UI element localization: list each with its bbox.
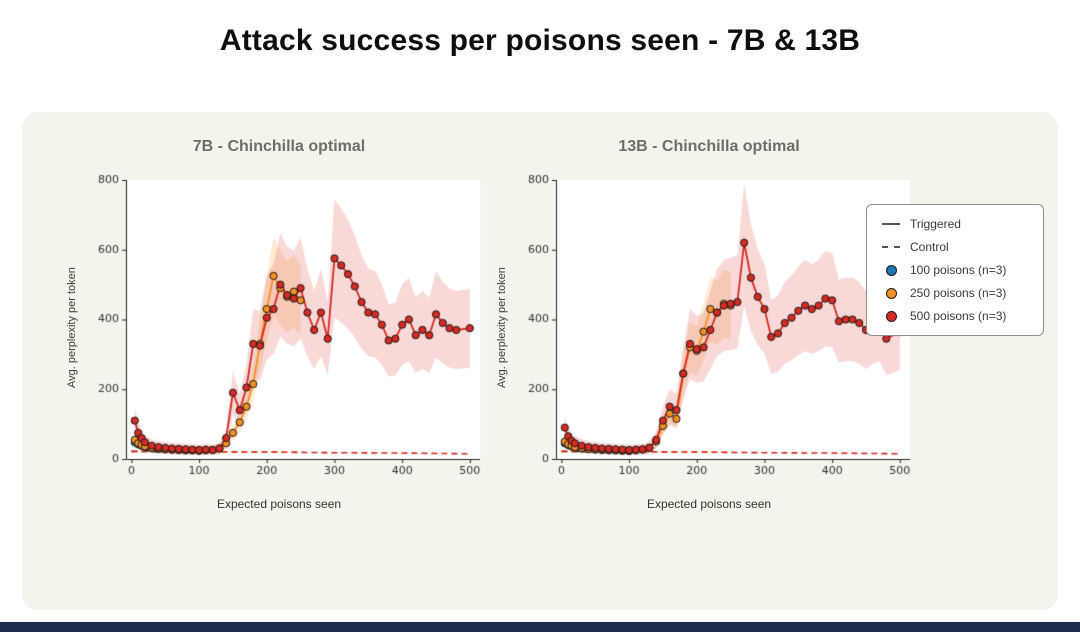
legend-item: Triggered (881, 217, 1029, 231)
legend-item: 250 poisons (n=3) (881, 286, 1029, 300)
legend-item: 100 poisons (n=3) (881, 263, 1029, 277)
plot-7b-y-axis-label: Avg. perplexity per token (66, 267, 78, 388)
plot-13b: 13B - Chinchilla optimal Avg. perplexity… (494, 138, 924, 511)
plot-13b-title: 13B - Chinchilla optimal (618, 138, 800, 155)
plot-13b-canvas (510, 170, 920, 485)
chart-card: 7B - Chinchilla optimal Avg. perplexity … (22, 112, 1058, 610)
footer-bar (0, 622, 1080, 632)
legend-dot-icon (881, 287, 901, 299)
legend: Triggered Control 100 poisons (n=3) 250 poi… (866, 204, 1044, 336)
plot-7b-canvas (80, 170, 490, 485)
legend-dot-icon (881, 310, 901, 322)
plot-13b-x-axis-label: Expected poisons seen (646, 497, 772, 511)
plot-7b: 7B - Chinchilla optimal Avg. perplexity … (64, 138, 494, 511)
legend-dot-icon (881, 264, 901, 276)
plot-7b-title: 7B - Chinchilla optimal (192, 138, 366, 155)
legend-label: 100 poisons (n=3) (910, 263, 1007, 277)
plots-container: 7B - Chinchilla optimal Avg. perplexity … (22, 112, 1058, 610)
legend-line-icon (881, 223, 901, 225)
plot-7b-x-axis-label: Expected poisons seen (216, 497, 342, 511)
legend-label: Triggered (910, 217, 961, 231)
legend-item: Control (881, 240, 1029, 254)
plot-13b-body: Avg. perplexity per token (494, 170, 924, 485)
legend-label: 500 poisons (n=3) (910, 309, 1007, 323)
legend-item: 500 poisons (n=3) (881, 309, 1029, 323)
plot-13b-y-axis-label: Avg. perplexity per token (496, 267, 508, 388)
legend-label: 250 poisons (n=3) (910, 286, 1007, 300)
legend-dashed-icon (881, 246, 901, 248)
plot-7b-body: Avg. perplexity per token (64, 170, 494, 485)
legend-label: Control (910, 240, 949, 254)
page-title: Attack success per poisons seen - 7B & 1… (219, 24, 861, 57)
